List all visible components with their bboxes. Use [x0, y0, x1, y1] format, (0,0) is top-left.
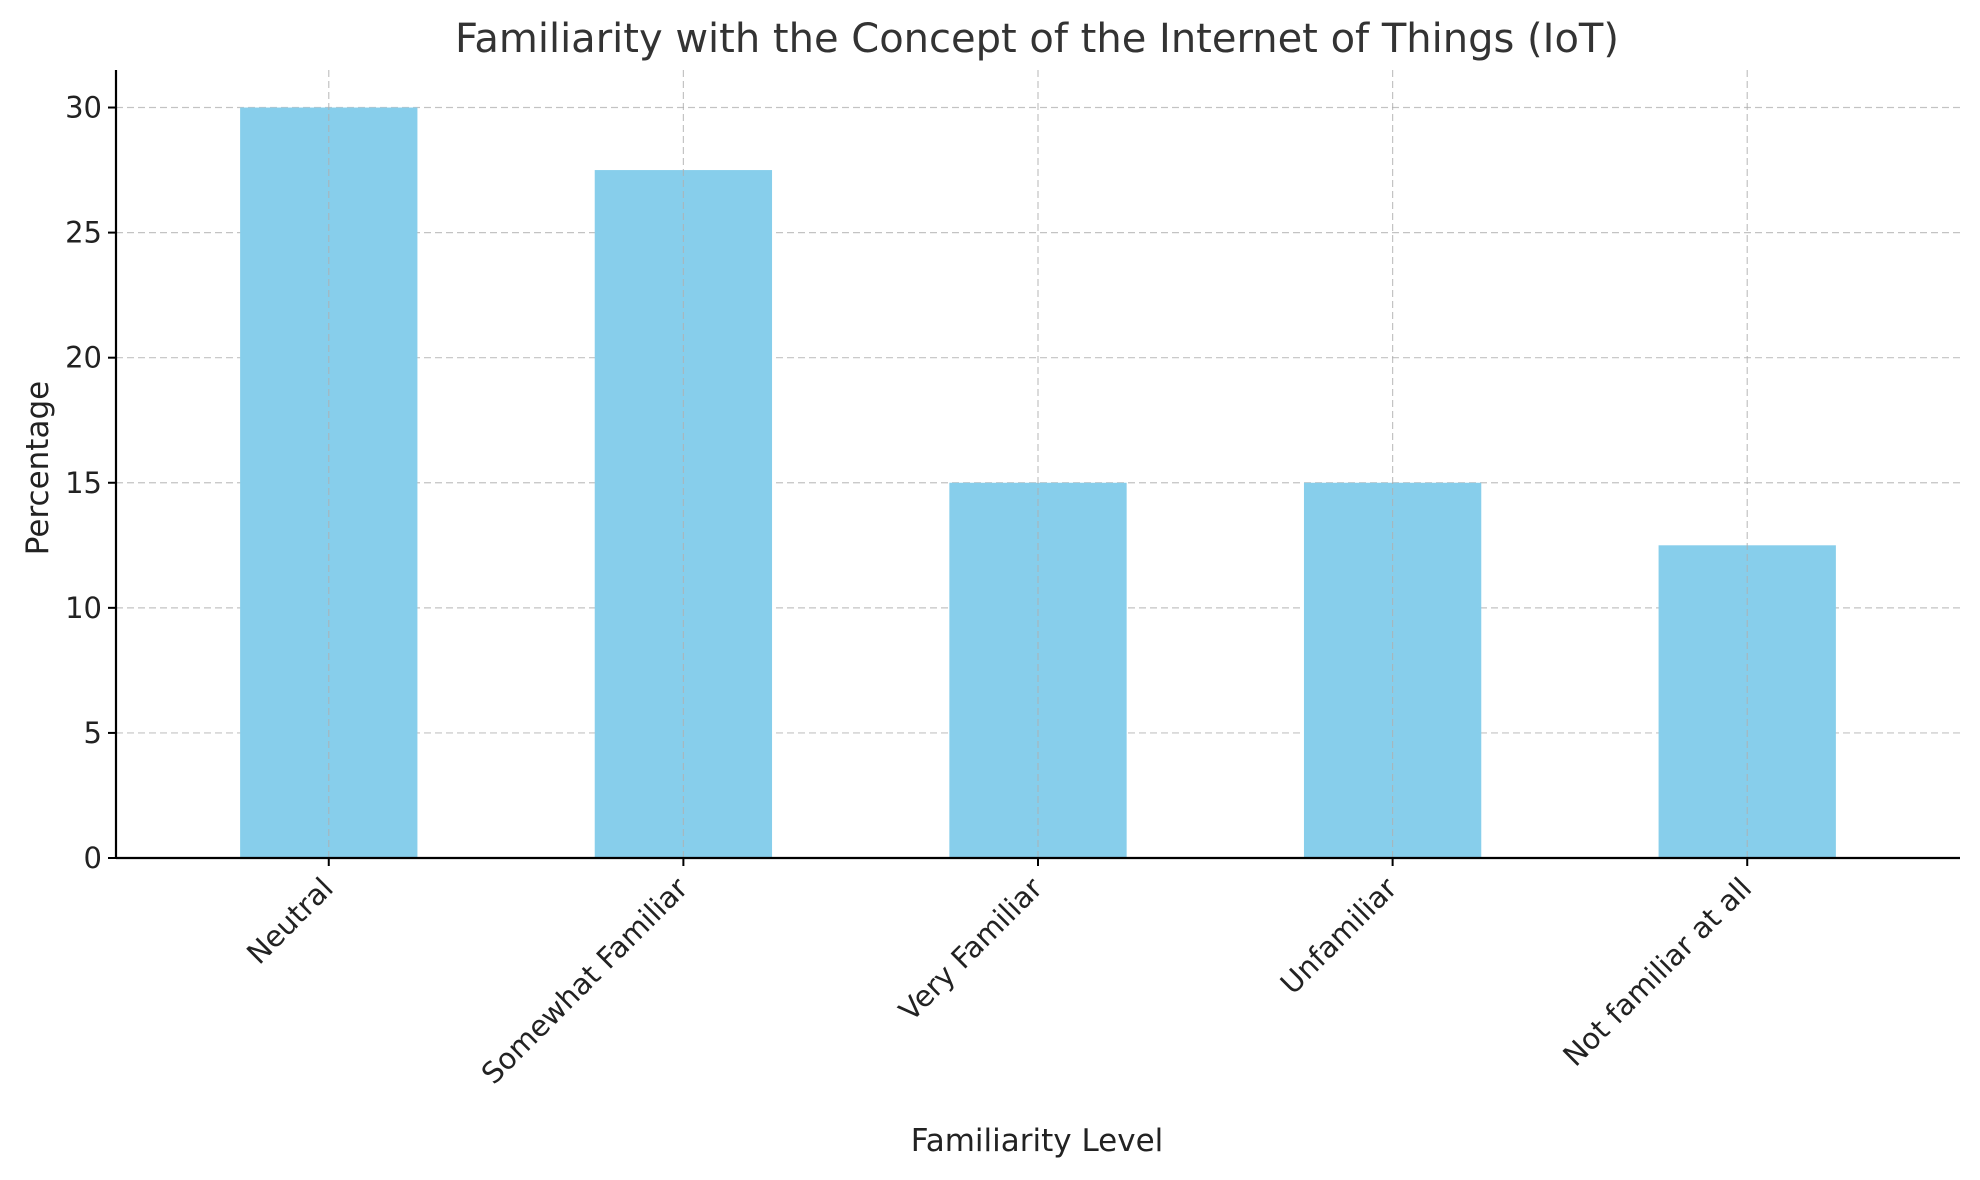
x-axis-label: Familiarity Level	[911, 1123, 1164, 1159]
y-tick-label: 15	[65, 466, 102, 500]
y-tick-label: 10	[65, 591, 102, 625]
y-axis-label: Percentage	[20, 381, 56, 555]
y-tick-label: 25	[65, 216, 102, 250]
y-tick-label: 5	[84, 716, 102, 750]
x-tick-label: Unfamiliar	[1274, 871, 1404, 1001]
y-tick-label: 30	[65, 91, 102, 125]
x-tick-label: Neutral	[240, 871, 340, 971]
y-tick-label: 0	[84, 841, 102, 875]
y-tick-label: 20	[65, 341, 102, 375]
chart-title: Familiarity with the Concept of the Inte…	[455, 16, 1619, 62]
x-tick-label: Somewhat Familiar	[475, 871, 695, 1091]
y-axis-ticks: 0 5 10 15 20 25 30	[65, 91, 116, 875]
x-tick-label: Not familiar at all	[1556, 871, 1758, 1073]
x-tick-label: Very Familiar	[892, 871, 1049, 1028]
x-axis-ticks: Neutral Somewhat Familiar Very Familiar Unf…	[240, 858, 1758, 1091]
